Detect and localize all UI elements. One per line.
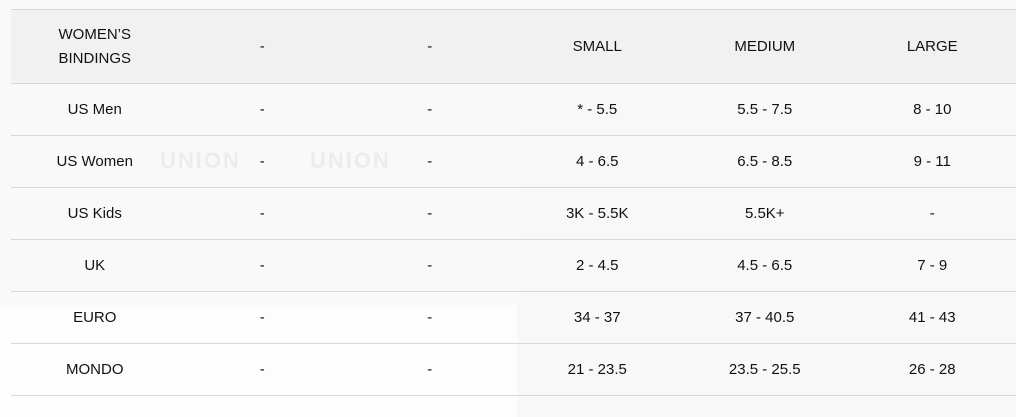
- row-label: UK: [11, 239, 179, 292]
- row-label: MONDO: [11, 343, 179, 396]
- table-cell: 5.5K+: [681, 187, 849, 240]
- table-cell: * - 5.5: [513, 83, 681, 136]
- table-cell: 9 - 11: [848, 135, 1016, 188]
- table-cell: 4 - 6.5: [513, 135, 681, 188]
- table-cell: 8 - 10: [848, 83, 1016, 136]
- table-cell: 6.5 - 8.5: [681, 135, 849, 188]
- table-cell: 26 - 28: [848, 343, 1016, 396]
- table-cell: 23.5 - 25.5: [681, 343, 849, 396]
- table-cell: -: [346, 291, 514, 344]
- row-label: EURO: [11, 291, 179, 344]
- table-row: US Women - -4 - 6.5 6.5 - 8.5 9 - 11: [11, 135, 1016, 188]
- table-cell: -: [346, 187, 514, 240]
- row-label: US Women: [11, 135, 179, 188]
- table-row: UK - -2 - 4.5 4.5 - 6.5 7 - 9: [11, 239, 1016, 292]
- table-cell: -: [178, 135, 346, 188]
- table-cell: -: [346, 239, 514, 292]
- header-cell: WOMEN’S BINDINGS: [11, 9, 179, 84]
- table-cell: -: [178, 343, 346, 396]
- table-cell: -: [346, 343, 514, 396]
- row-label: US Men: [11, 83, 179, 136]
- header-cell: MEDIUM: [681, 9, 849, 84]
- table-cell: -: [178, 291, 346, 344]
- table-row: US Kids - -3K - 5.5K 5.5K+ -: [11, 187, 1016, 240]
- table-cell: -: [346, 135, 514, 188]
- table-cell: 37 - 40.5: [681, 291, 849, 344]
- table-row: US Men - - * - 5.5 5.5 - 7.5 8 - 10: [11, 83, 1016, 136]
- header-cell: LARGE: [848, 9, 1016, 84]
- header-cell: SMALL: [513, 9, 681, 84]
- table-cell: 5.5 - 7.5: [681, 83, 849, 136]
- table-cell: -: [178, 83, 346, 136]
- header-cell: -: [346, 9, 514, 84]
- table-cell: 41 - 43: [848, 291, 1016, 344]
- table-cell: 4.5 - 6.5: [681, 239, 849, 292]
- table-cell: -: [848, 187, 1016, 240]
- size-chart-table: WOMEN’S BINDINGS - - SMALL MEDIUM LARGE …: [11, 9, 1016, 396]
- table-row: MONDO - -21 - 23.5 23.5 - 25.5 26 - 28: [11, 343, 1016, 396]
- row-label: US Kids: [11, 187, 179, 240]
- table-cell: 34 - 37: [513, 291, 681, 344]
- table-header-row: WOMEN’S BINDINGS - - SMALL MEDIUM LARGE: [11, 9, 1016, 84]
- table-row: EURO - -34 - 37 37 - 40.5 41 - 43: [11, 291, 1016, 344]
- table-cell: -: [346, 83, 514, 136]
- table-cell: -: [178, 187, 346, 240]
- header-cell: -: [178, 9, 346, 84]
- table-cell: 2 - 4.5: [513, 239, 681, 292]
- table-cell: 21 - 23.5: [513, 343, 681, 396]
- table-cell: 7 - 9: [848, 239, 1016, 292]
- table-cell: 3K - 5.5K: [513, 187, 681, 240]
- table-cell: -: [178, 239, 346, 292]
